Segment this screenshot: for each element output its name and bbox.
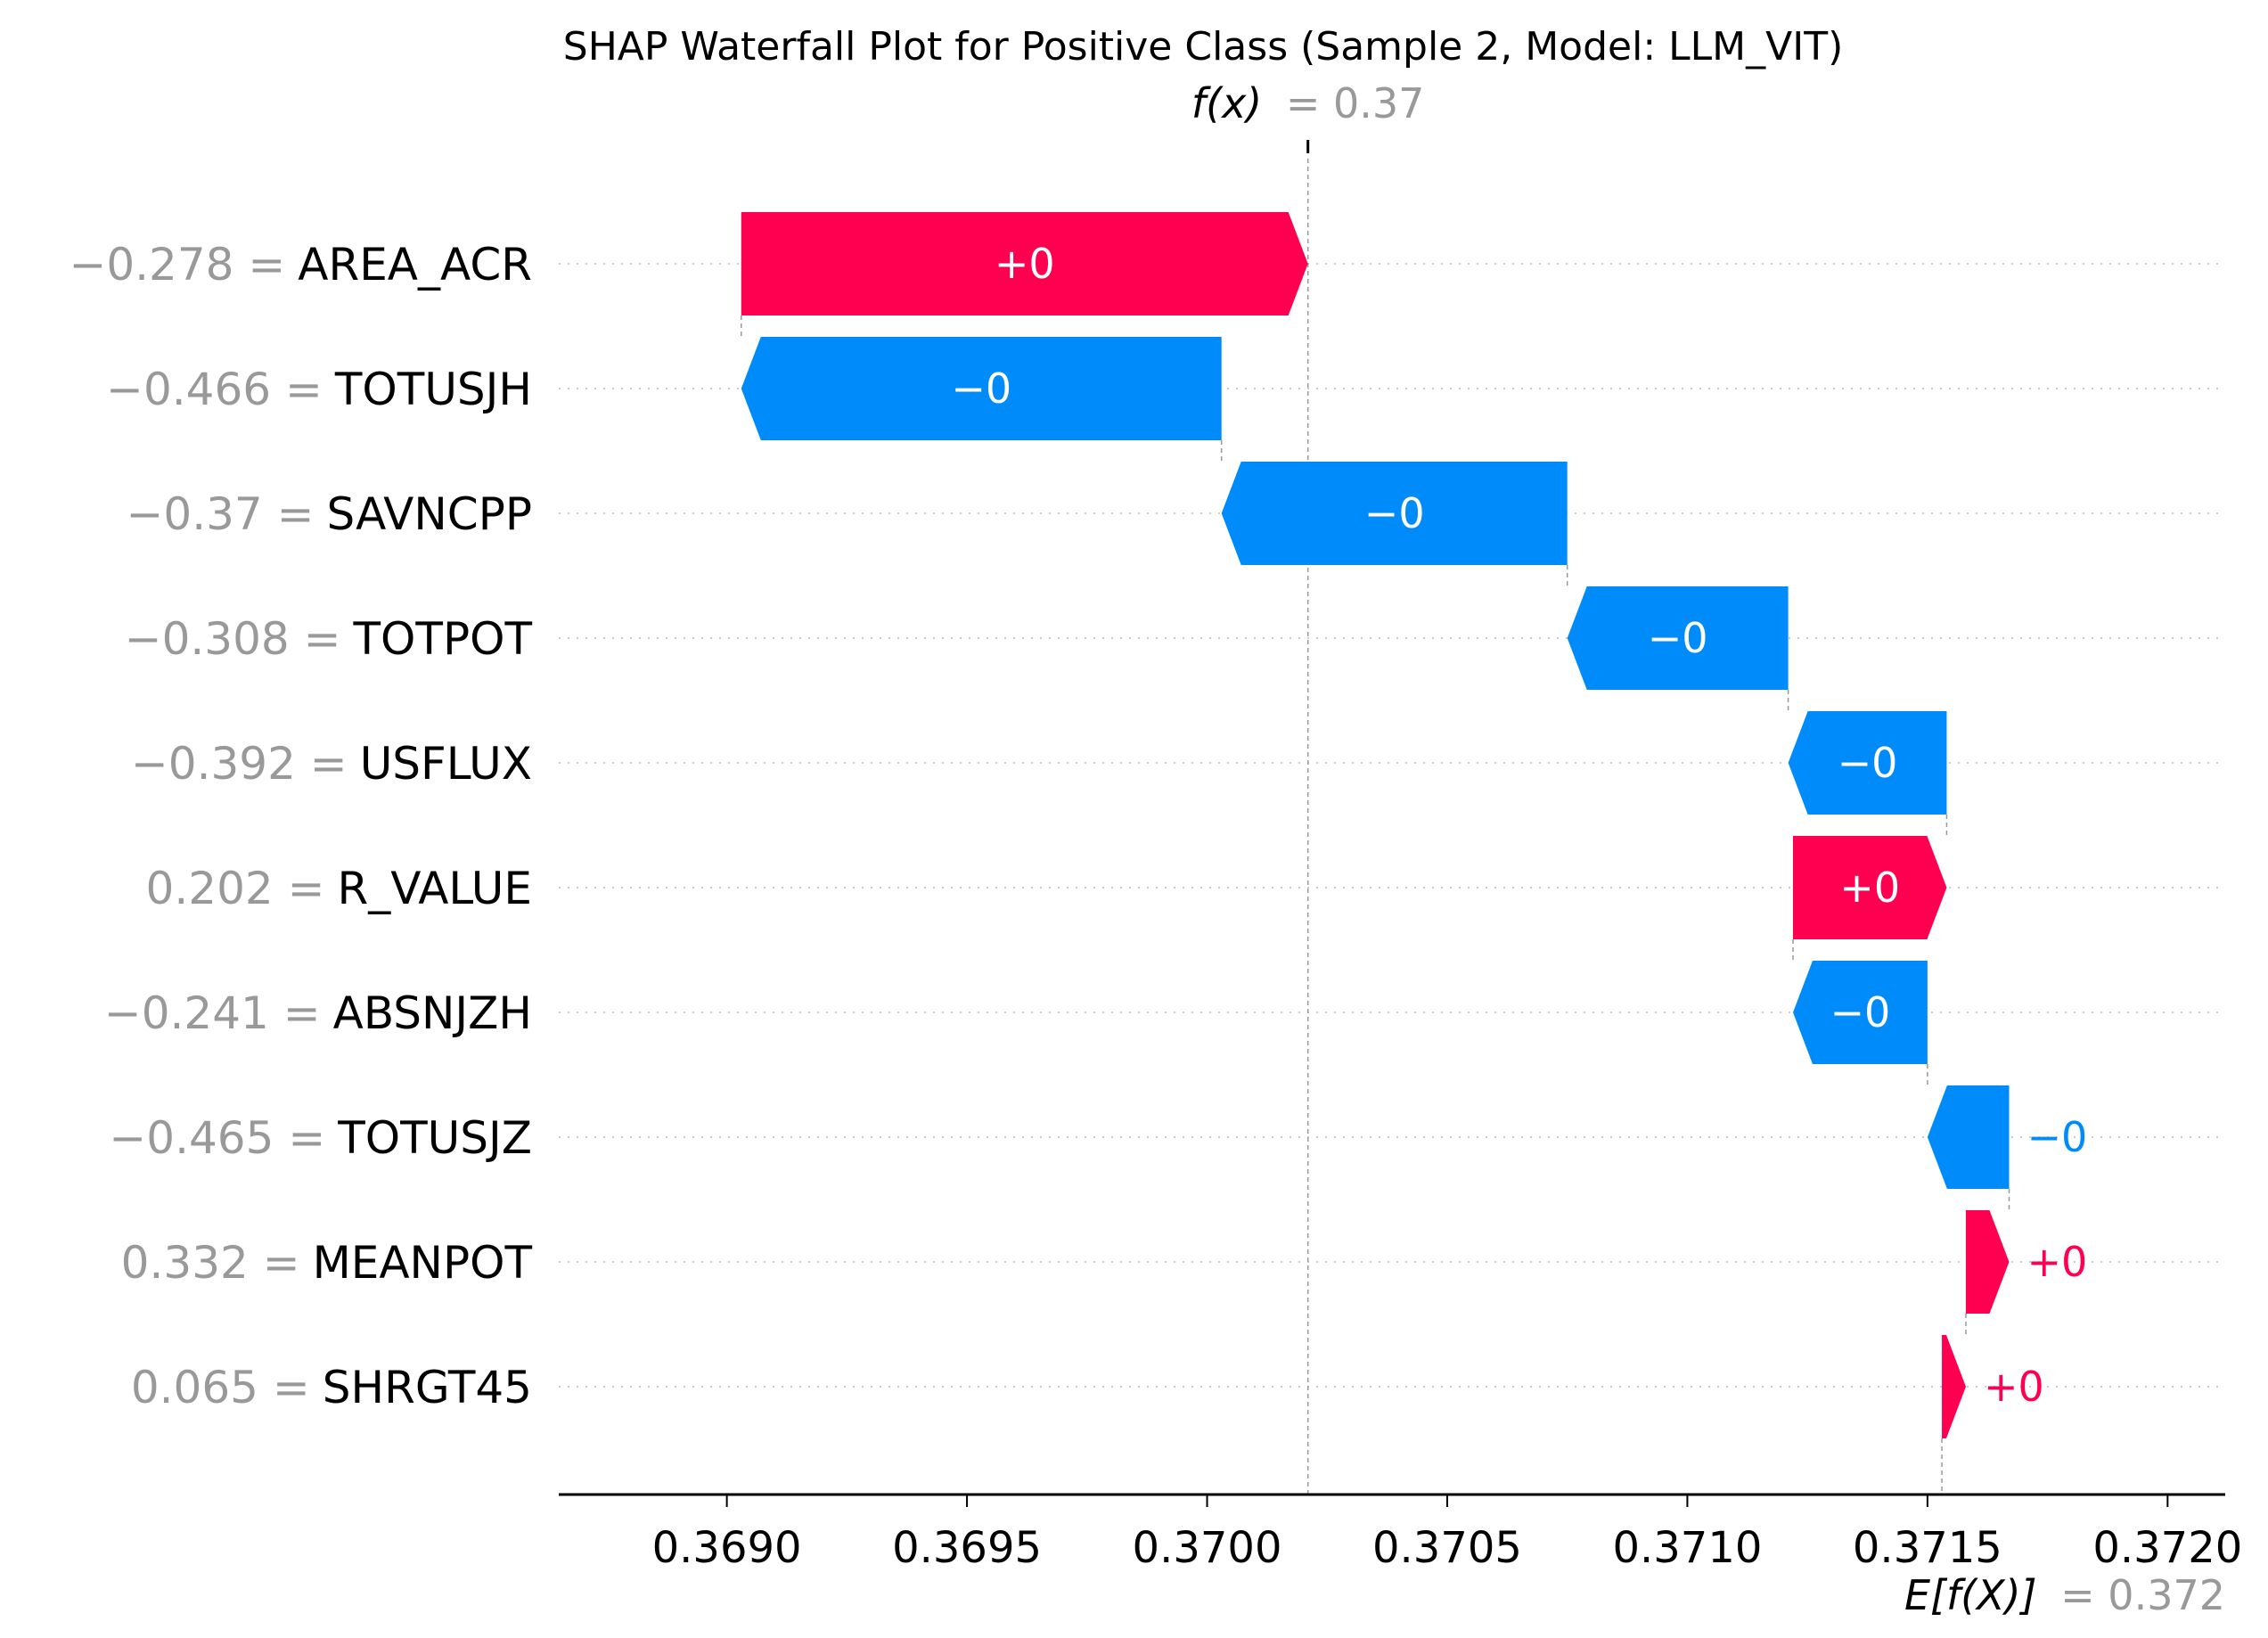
negative-bar xyxy=(1221,462,1568,565)
feature-value: 0.332 = xyxy=(121,1237,300,1289)
bar-value-label: −0 xyxy=(1648,614,1708,662)
feature-label: −0.278 = AREA_ACR xyxy=(69,239,532,291)
feature-name: ABSNJZH xyxy=(333,987,532,1039)
x-tick-label: 0.3690 xyxy=(652,1523,802,1573)
feature-label: −0.308 = TOTPOT xyxy=(125,613,533,665)
x-tick-label: 0.3705 xyxy=(1372,1523,1522,1573)
fx-label: f(x) xyxy=(1191,79,1262,127)
efx-annotation: E[f(X)] = 0.372 xyxy=(1904,1571,2225,1619)
feature-value: −0.278 = xyxy=(69,239,285,291)
efx-value: = 0.372 xyxy=(2060,1571,2225,1619)
feature-label: −0.241 = ABSNJZH xyxy=(104,987,532,1039)
fx-value: = 0.37 xyxy=(1286,79,1425,127)
x-tick-label: 0.3695 xyxy=(892,1523,1042,1573)
feature-name: TOTUSJH xyxy=(334,364,532,415)
positive-bar xyxy=(1942,1335,1966,1438)
feature-name: SHRGT45 xyxy=(323,1362,532,1413)
bars: +0 −0 −0 −0 −0 +0 −0 −0 +0 +0 xyxy=(741,212,2087,1438)
negative-bar xyxy=(741,337,1222,440)
bar-value-label: +0 xyxy=(1839,864,1900,912)
bar-value-label: +0 xyxy=(1984,1363,2044,1411)
feature-label: 0.332 = MEANPOT xyxy=(121,1237,533,1289)
x-tick-label: 0.3700 xyxy=(1133,1523,1282,1573)
feature-value: −0.465 = xyxy=(109,1112,325,1164)
bar-value-label: +0 xyxy=(995,240,1055,288)
bar-value-label: +0 xyxy=(2026,1238,2087,1286)
feature-name: AREA_ACR xyxy=(298,239,532,291)
x-tick-label: 0.3710 xyxy=(1612,1523,1762,1573)
fx-annotation: f(x) = 0.37 xyxy=(1191,79,1425,127)
efx-label: E[f(X)] xyxy=(1904,1571,2037,1619)
bar-value-label: −0 xyxy=(1830,988,1891,1036)
x-tick-label: 0.3720 xyxy=(2092,1523,2242,1573)
negative-bar xyxy=(1567,586,1789,690)
feature-name: USFLUX xyxy=(360,738,532,790)
feature-value: 0.065 = xyxy=(131,1362,310,1413)
negative-bar xyxy=(1927,1085,2010,1189)
bar-value-label: −0 xyxy=(1364,489,1425,537)
feature-label: −0.465 = TOTUSJZ xyxy=(109,1112,532,1164)
positive-bar xyxy=(1965,1210,2010,1314)
feature-name: TOTUSJZ xyxy=(337,1112,532,1164)
bar-value-label: −0 xyxy=(951,364,1011,413)
feature-name: TOTPOT xyxy=(353,613,533,665)
chart-title: SHAP Waterfall Plot for Positive Class (… xyxy=(563,24,1843,70)
feature-label: −0.37 = SAVNCPP xyxy=(126,488,532,540)
feature-value: −0.241 = xyxy=(104,987,321,1039)
feature-label: −0.392 = USFLUX xyxy=(131,738,532,790)
feature-value: −0.308 = xyxy=(125,613,341,665)
feature-label: 0.065 = SHRGT45 xyxy=(131,1362,532,1413)
feature-name: SAVNCPP xyxy=(327,488,533,540)
x-tick-label: 0.3715 xyxy=(1853,1523,2002,1573)
feature-value: −0.466 = xyxy=(106,364,323,415)
negative-bar xyxy=(1792,961,1928,1064)
negative-bar xyxy=(1788,711,1947,815)
feature-name: MEANPOT xyxy=(313,1237,533,1289)
bar-value-label: −0 xyxy=(1838,739,1898,787)
feature-name: R_VALUE xyxy=(337,863,532,914)
feature-value: −0.37 = xyxy=(126,488,314,540)
feature-label: −0.466 = TOTUSJH xyxy=(106,364,532,415)
bar-value-label: −0 xyxy=(2026,1113,2087,1161)
feature-value: 0.202 = xyxy=(146,863,325,914)
feature-label: 0.202 = R_VALUE xyxy=(146,863,532,914)
x-axis-ticks: 0.3690 0.3695 0.3700 0.3705 0.3710 0.3715 0.37… xyxy=(652,1495,2242,1573)
reference-lines xyxy=(741,140,2010,1495)
positive-bar xyxy=(1792,836,1947,939)
feature-value: −0.392 = xyxy=(131,738,348,790)
feature-labels: −0.278 = AREA_ACR −0.466 = TOTUSJH −0.37 = SA… xyxy=(69,239,532,1413)
positive-bar xyxy=(741,212,1308,315)
